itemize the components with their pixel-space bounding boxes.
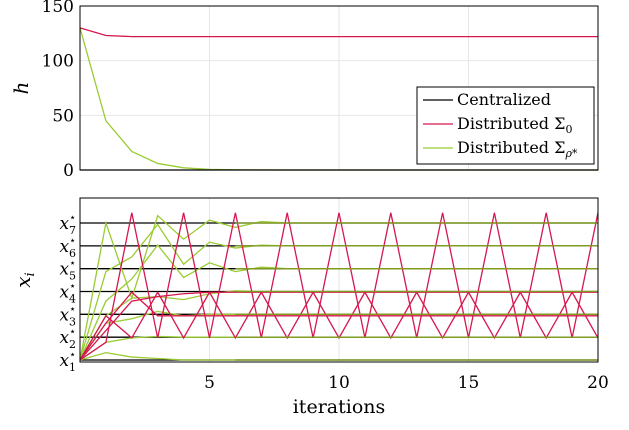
top-plot-frame xyxy=(79,5,599,171)
bottom-x-tick-labels: 5 10 15 20 xyxy=(204,373,609,393)
bottom-y-tick-2: x⋆ 2 xyxy=(60,325,76,351)
top-y-tick-labels: 0 50 100 150 xyxy=(42,0,74,181)
bottom-sigma0-line-3 xyxy=(79,291,598,361)
top-series-line-1 xyxy=(79,27,598,38)
top-y-tick-0: 0 xyxy=(63,161,74,181)
top-y-tick-150: 150 xyxy=(42,0,74,17)
top-chart-panel: 0 50 100 150 h Centralized Distributed Σ0 D… xyxy=(9,0,599,181)
bottom-y-tick-7: x⋆ 7 xyxy=(60,211,76,237)
bottom-x-tick-15: 15 xyxy=(458,373,480,393)
bottom-sigma0-line-1 xyxy=(79,212,599,361)
bottom-x-axis-label: iterations xyxy=(293,396,386,418)
bottom-y-tick-4: x⋆ 4 xyxy=(60,280,76,306)
legend: Centralized Distributed Σ0 Distributed Σ… xyxy=(416,86,595,165)
bottom-y-tick-6: x⋆ 6 xyxy=(60,234,76,260)
legend-sub-sigma-rho: ρ* xyxy=(564,147,577,160)
bottom-y-tick-3: x⋆ 3 xyxy=(60,302,76,328)
legend-label-sigma-rho: Distributed Σρ* xyxy=(457,138,578,160)
bottom-y-tick-5: x⋆ 5 xyxy=(60,257,76,283)
top-y-tick-100: 100 xyxy=(42,52,74,72)
bottom-x-tick-10: 10 xyxy=(328,373,350,393)
bottom-chart-panel: x⋆ 1x⋆ 2x⋆ 3x⋆ 4x⋆ 5x⋆ 6x⋆ 7 5 10 15 20 xi iterati… xyxy=(11,197,609,418)
bottom-y-tick-labels: x⋆ 1x⋆ 2x⋆ 3x⋆ 4x⋆ 5x⋆ 6x⋆ 7 xyxy=(60,211,76,374)
bottom-x-tick-5: 5 xyxy=(204,373,215,393)
legend-label-centralized: Centralized xyxy=(457,90,551,109)
top-y-tick-50: 50 xyxy=(52,106,74,126)
bottom-y-axis-label: xi xyxy=(11,272,38,287)
legend-sub-sigma0: 0 xyxy=(565,123,572,136)
bottom-sigma0-line-2 xyxy=(79,290,599,361)
bottom-series-lines xyxy=(79,212,599,361)
top-y-axis-label: h xyxy=(9,82,33,95)
bottom-x-tick-20: 20 xyxy=(587,373,609,393)
bottom-y-axis-label-sub: i xyxy=(23,272,38,276)
bottom-plot-frame xyxy=(79,197,599,363)
legend-label-sigma0: Distributed Σ0 xyxy=(457,114,572,136)
bottom-y-tick-1: x⋆ 1 xyxy=(60,348,76,374)
